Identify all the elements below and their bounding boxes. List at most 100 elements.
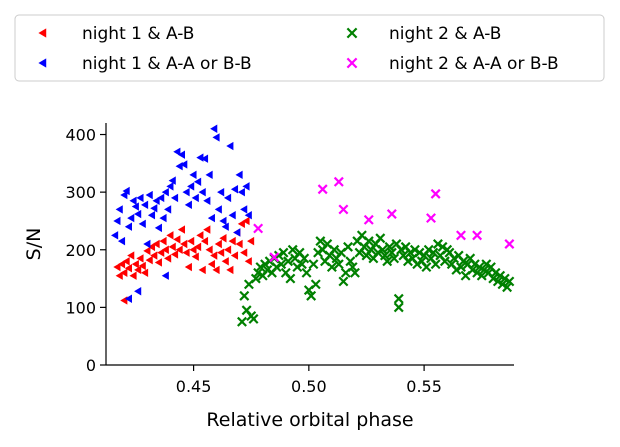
data-point xyxy=(301,267,312,278)
data-point xyxy=(200,236,209,246)
data-point xyxy=(210,251,218,260)
data-point xyxy=(223,245,232,254)
data-point xyxy=(184,262,192,272)
data-point xyxy=(152,239,160,249)
data-point xyxy=(212,133,220,142)
legend-label: night 2 & A-A or B-B xyxy=(389,54,559,74)
data-point xyxy=(269,252,280,263)
data-point xyxy=(154,258,162,267)
data-point xyxy=(373,247,383,258)
data-point xyxy=(219,234,227,243)
data-point xyxy=(396,244,407,255)
data-point xyxy=(223,193,232,203)
data-point xyxy=(140,268,149,278)
data-point xyxy=(393,293,404,304)
data-point xyxy=(168,242,176,252)
data-point xyxy=(145,255,153,265)
data-point xyxy=(271,262,282,273)
data-point xyxy=(242,182,250,191)
data-point xyxy=(296,259,307,270)
data-point xyxy=(154,223,162,233)
data-point xyxy=(164,205,172,214)
data-point xyxy=(497,279,508,290)
data-point xyxy=(115,271,123,280)
data-point xyxy=(219,216,227,226)
data-point xyxy=(134,209,142,219)
data-point xyxy=(203,196,211,205)
data-point xyxy=(150,204,158,213)
legend-label: night 1 & A-A or B-B xyxy=(82,54,252,74)
data-point xyxy=(120,190,128,200)
data-point xyxy=(226,265,234,275)
data-point xyxy=(329,244,340,255)
data-point xyxy=(299,253,310,264)
data-point xyxy=(244,210,252,220)
data-point xyxy=(345,256,356,267)
data-point xyxy=(173,147,181,157)
data-point xyxy=(182,248,190,257)
data-point xyxy=(499,273,510,284)
data-point xyxy=(430,188,441,199)
data-point xyxy=(120,268,128,278)
data-point xyxy=(247,236,255,246)
data-point xyxy=(212,265,220,275)
data-point xyxy=(363,236,374,247)
data-point xyxy=(157,248,165,257)
data-point xyxy=(198,265,206,275)
data-point xyxy=(226,141,234,151)
data-point xyxy=(283,256,294,267)
data-point xyxy=(333,259,344,270)
data-point xyxy=(326,262,337,273)
data-point xyxy=(175,245,183,254)
data-point xyxy=(242,216,250,226)
data-point xyxy=(150,251,158,260)
data-point xyxy=(230,251,239,260)
data-point xyxy=(138,261,146,271)
data-point xyxy=(180,160,188,169)
data-point xyxy=(386,209,397,220)
data-point xyxy=(479,264,490,275)
data-point xyxy=(120,296,128,305)
data-point xyxy=(488,273,499,284)
data-point xyxy=(349,267,360,278)
data-point xyxy=(347,262,358,273)
data-point xyxy=(124,222,132,231)
data-point xyxy=(481,259,492,270)
data-point xyxy=(278,247,289,258)
data-point xyxy=(228,236,236,246)
data-point xyxy=(173,235,181,244)
data-point xyxy=(285,273,296,284)
data-point xyxy=(428,247,439,258)
data-point xyxy=(191,193,199,203)
y-tick-label: 300 xyxy=(65,183,96,202)
data-point xyxy=(409,244,420,255)
data-point xyxy=(147,242,156,252)
data-point xyxy=(187,182,195,191)
legend-marker xyxy=(38,58,47,68)
data-point xyxy=(117,259,126,269)
legend: night 1 & A-B night 1 & A-A or B-B night 2… xyxy=(14,14,605,82)
y-tick-label: 400 xyxy=(65,126,96,145)
data-point xyxy=(240,248,248,257)
data-point xyxy=(140,200,149,210)
legend-entry: night 2 & A-A or B-B xyxy=(346,54,559,74)
data-point xyxy=(157,193,165,203)
data-point xyxy=(189,245,197,254)
data-point xyxy=(439,256,450,267)
data-point xyxy=(127,251,135,260)
data-point xyxy=(138,219,146,229)
data-point xyxy=(187,236,195,246)
data-point xyxy=(230,185,239,194)
data-point xyxy=(113,262,121,272)
data-point xyxy=(292,262,303,273)
data-point xyxy=(170,250,179,259)
data-point xyxy=(308,259,319,270)
x-axis-label: Relative orbital phase xyxy=(206,409,413,431)
data-point xyxy=(113,216,121,226)
data-point xyxy=(161,187,169,197)
data-point xyxy=(200,154,209,163)
data-point xyxy=(472,267,483,278)
data-point xyxy=(237,316,247,327)
series-2 xyxy=(111,124,252,303)
data-point xyxy=(338,204,349,215)
